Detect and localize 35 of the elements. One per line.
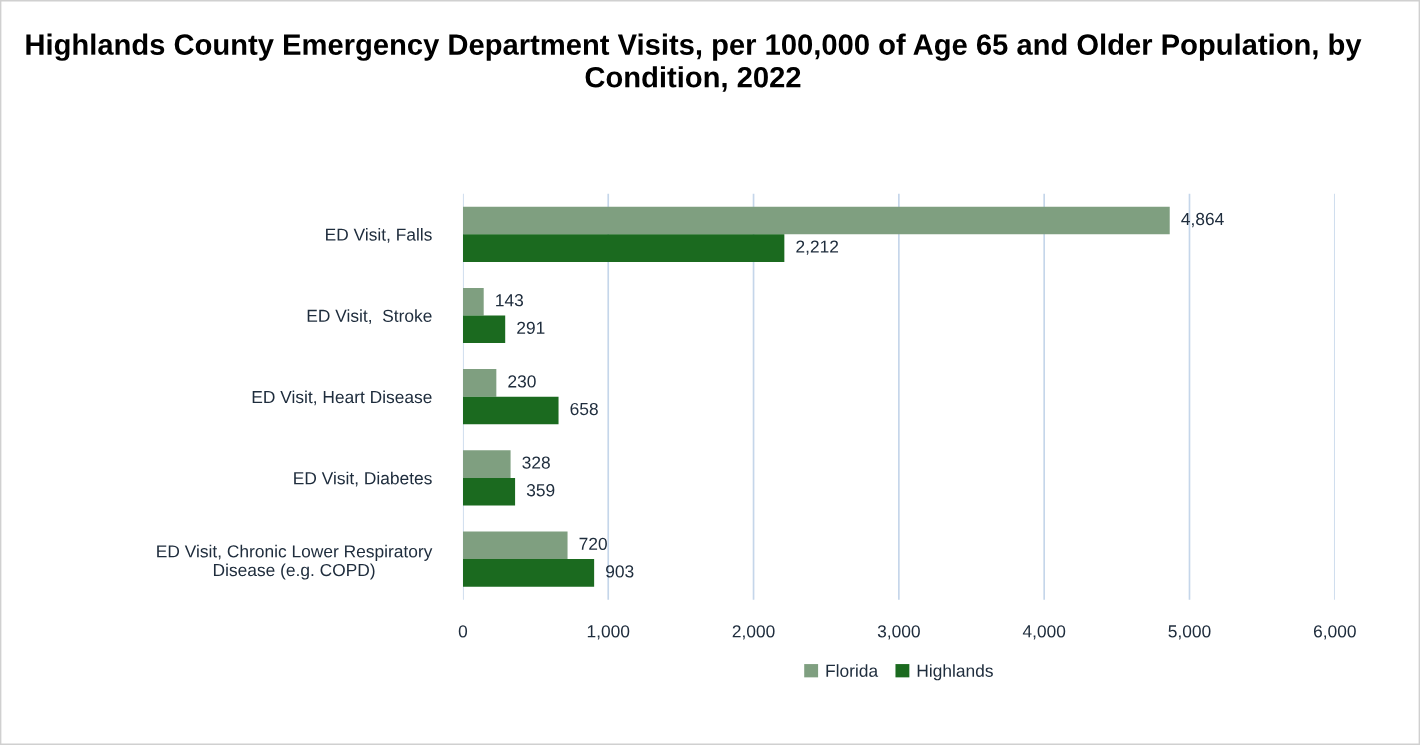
legend-label: Florida <box>826 664 879 677</box>
bar <box>462 369 497 397</box>
data-label: 143 <box>496 294 524 307</box>
chart-title: Highlands County Emergency Department Visits, per 100,000 of Age 65 and Older Population, by Condition, 2022 <box>26 33 1362 92</box>
data-label: 720 <box>579 537 607 550</box>
bar <box>462 396 559 425</box>
y-tick-label: ED Visit, Falls <box>326 228 432 243</box>
data-label: 230 <box>508 375 536 388</box>
data-label: 359 <box>526 484 555 497</box>
legend-label: Highlands <box>917 664 993 681</box>
data-label: 2,212 <box>796 240 839 255</box>
y-tick-label: ED Visit, Diabetes <box>294 471 432 487</box>
x-tick-label: 5,000 <box>1168 625 1211 640</box>
data-label: 291 <box>517 321 545 334</box>
bar <box>462 206 1170 235</box>
data-label: 328 <box>522 456 550 469</box>
bar <box>462 559 595 587</box>
bar <box>462 450 511 478</box>
x-tick-label: 3,000 <box>877 625 920 640</box>
bar <box>462 477 516 506</box>
data-label: 658 <box>570 402 598 416</box>
bar <box>462 315 506 344</box>
data-label: 4,864 <box>1181 212 1224 228</box>
x-tick-label: 2,000 <box>732 625 775 640</box>
bar <box>462 234 785 262</box>
x-tick-label: 6,000 <box>1313 625 1356 640</box>
bar <box>462 287 484 316</box>
y-tick-label: ED Visit, Chronic Lower Respiratory Disease (e.g. COPD) <box>157 544 433 580</box>
x-tick-label: 4,000 <box>1022 625 1066 640</box>
x-tick-label: 0 <box>458 625 468 638</box>
x-tick-label: 1,000 <box>587 625 630 640</box>
bar <box>462 531 568 560</box>
data-label: 903 <box>606 565 634 578</box>
y-tick-label: ED Visit, Stroke <box>307 309 432 325</box>
y-tick-label: ED Visit, Heart Disease <box>252 390 432 406</box>
